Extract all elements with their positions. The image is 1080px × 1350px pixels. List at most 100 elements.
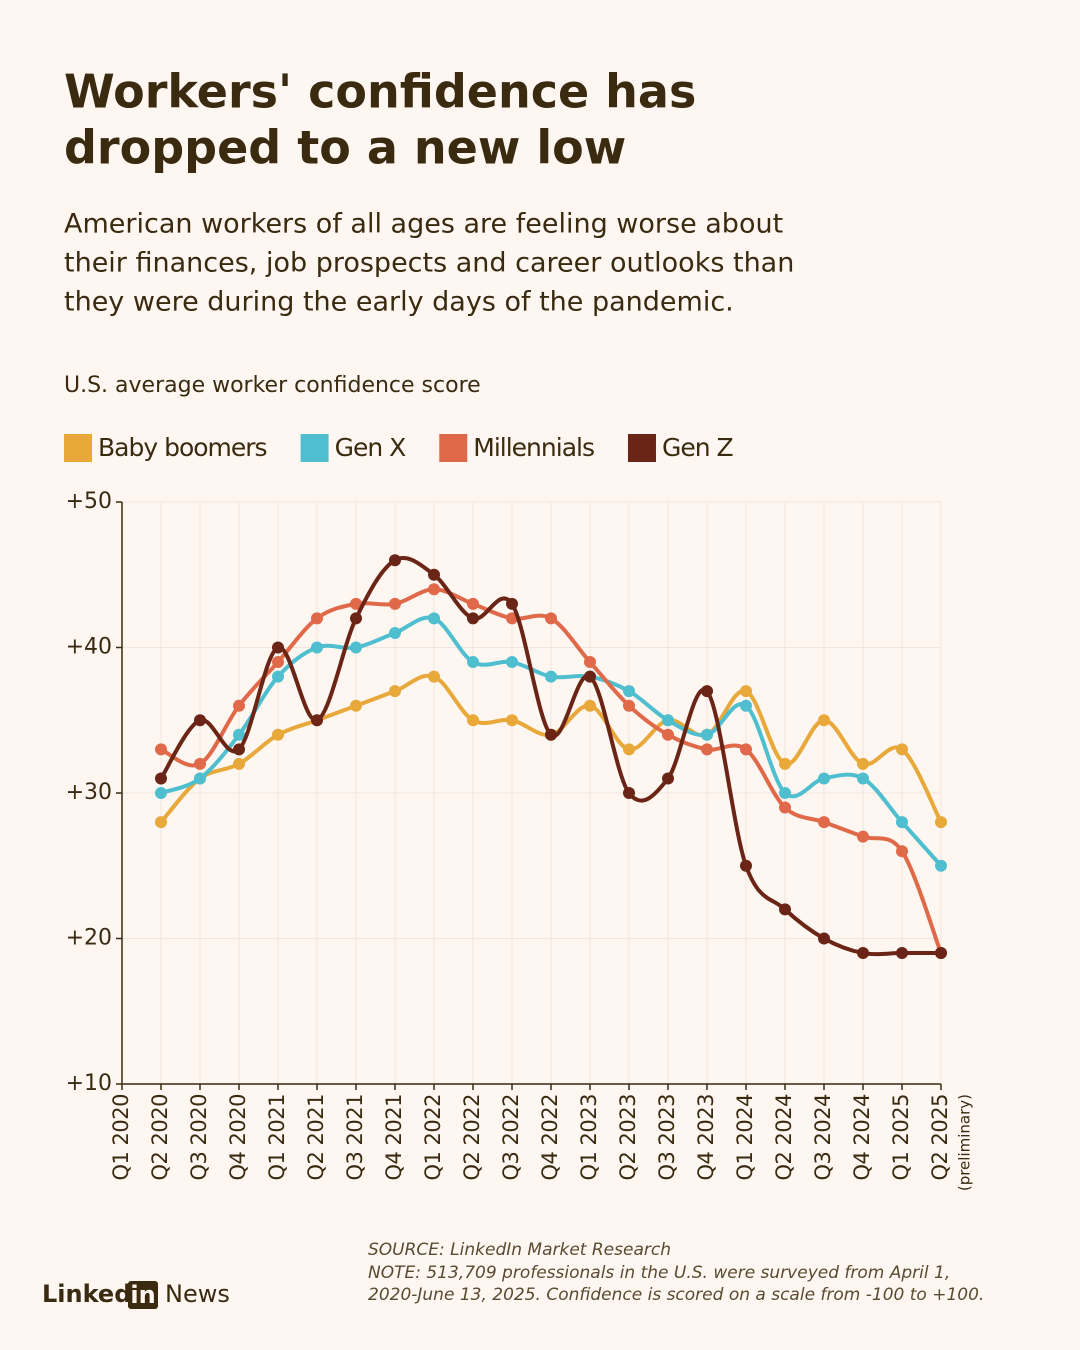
y-tick-label: +50	[66, 489, 112, 514]
data-point	[662, 728, 674, 741]
data-point	[779, 757, 791, 770]
x-tick-label: Q3 2021	[343, 1094, 367, 1181]
data-point	[896, 743, 908, 756]
data-point	[896, 947, 908, 960]
data-point	[155, 816, 167, 829]
data-point	[584, 699, 596, 712]
data-point	[701, 728, 713, 741]
legend-swatch	[300, 434, 329, 462]
x-tick-label: Q2 2024	[772, 1094, 796, 1181]
x-tick-label: Q2 2023	[616, 1094, 640, 1181]
logo: in	[130, 1281, 155, 1309]
data-point	[896, 845, 908, 858]
data-point	[779, 801, 791, 814]
data-point	[935, 947, 947, 960]
subtitle: their finances, job prospects and career…	[64, 248, 794, 279]
data-point	[428, 612, 440, 625]
subtitle: American workers of all ages are feeling…	[64, 209, 783, 240]
data-point	[818, 816, 830, 829]
data-point	[194, 772, 206, 785]
note: 2020-June 13, 2025. Confidence is scored…	[368, 1285, 984, 1305]
x-tick-label: Q4 2021	[382, 1094, 406, 1181]
x-tick-note: (preliminary)	[956, 1094, 974, 1191]
data-point	[857, 772, 869, 785]
data-point	[233, 757, 245, 770]
data-point	[584, 656, 596, 669]
x-tick-label: Q4 2022	[538, 1094, 562, 1181]
data-point	[311, 714, 323, 727]
chart-title: Workers' confidence has	[64, 65, 696, 119]
data-point	[818, 714, 830, 727]
data-point	[506, 612, 518, 625]
legend-swatch	[627, 434, 656, 462]
x-tick-label: Q1 2021	[265, 1094, 289, 1181]
x-tick-label: Q1 2023	[577, 1094, 601, 1181]
data-point	[194, 757, 206, 770]
data-point	[428, 670, 440, 683]
x-tick-label: Q3 2023	[655, 1094, 679, 1181]
x-tick-label: Q4 2023	[694, 1094, 718, 1181]
data-point	[779, 787, 791, 799]
data-point	[584, 670, 596, 683]
y-tick-label: +30	[66, 780, 112, 805]
data-point	[194, 714, 206, 727]
data-point	[545, 728, 557, 741]
data-point	[545, 670, 557, 683]
data-point	[155, 772, 167, 785]
data-point	[701, 685, 713, 698]
x-tick-label: Q1 2024	[733, 1094, 757, 1181]
data-point	[779, 903, 791, 916]
data-point	[350, 597, 362, 610]
data-point	[272, 728, 284, 741]
legend-label: Gen Z	[662, 433, 733, 462]
logo-box	[128, 1281, 158, 1309]
logo: Linked	[42, 1280, 131, 1308]
data-point	[857, 830, 869, 843]
data-point	[740, 699, 752, 712]
axis-title: U.S. average worker confidence score	[64, 373, 481, 398]
data-point	[350, 641, 362, 654]
data-point	[740, 685, 752, 698]
x-tick-label: Q4 2020	[226, 1094, 250, 1181]
data-point	[272, 656, 284, 669]
data-point	[623, 699, 635, 712]
data-point	[740, 859, 752, 872]
x-tick-label: Q1 2025	[889, 1094, 913, 1181]
x-tick-label: Q2 2020	[148, 1094, 172, 1181]
y-tick-label: +10	[66, 1071, 112, 1096]
data-point	[701, 743, 713, 756]
y-tick-label: +40	[66, 635, 112, 660]
x-tick-label: Q3 2024	[811, 1094, 835, 1181]
data-point	[818, 932, 830, 945]
x-tick-label: Q3 2022	[499, 1094, 523, 1181]
legend-label: Baby boomers	[98, 433, 267, 462]
data-point	[623, 787, 635, 799]
data-point	[935, 816, 947, 829]
data-point	[857, 947, 869, 960]
data-point	[896, 816, 908, 829]
legend-swatch	[64, 434, 92, 462]
x-tick-label: Q4 2024	[850, 1094, 874, 1181]
x-tick-label: Q1 2020	[109, 1094, 133, 1181]
data-point	[428, 583, 440, 596]
data-point	[350, 612, 362, 625]
x-tick-label: Q3 2020	[187, 1094, 211, 1181]
legend-label: Gen X	[335, 433, 407, 462]
logo: News	[165, 1280, 230, 1308]
legend-swatch	[439, 434, 468, 462]
x-tick-label: Q2 2025	[928, 1094, 952, 1181]
data-point	[740, 743, 752, 756]
data-point	[506, 656, 518, 669]
data-point	[311, 612, 323, 625]
y-tick-label: +20	[66, 926, 112, 951]
data-point	[623, 743, 635, 756]
data-point	[506, 597, 518, 610]
data-point	[389, 554, 401, 567]
x-tick-label: Q1 2022	[421, 1094, 445, 1181]
data-point	[233, 743, 245, 756]
data-point	[428, 568, 440, 581]
data-point	[467, 612, 479, 625]
data-point	[389, 685, 401, 698]
x-tick-label: Q2 2022	[460, 1094, 484, 1181]
